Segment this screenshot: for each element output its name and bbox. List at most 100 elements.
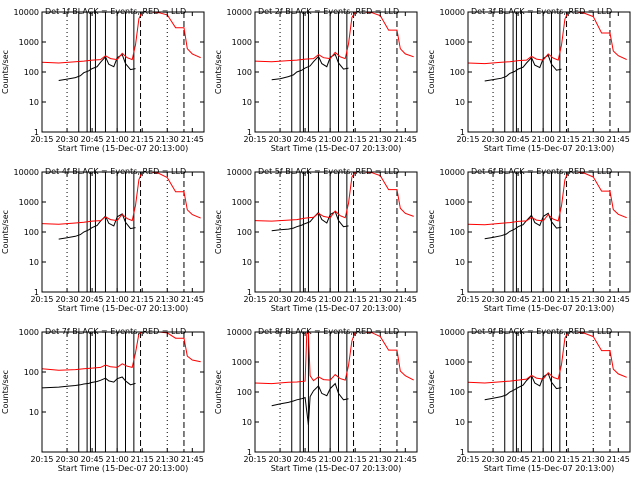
series-line-events bbox=[41, 376, 136, 389]
y-tick-label: 100 bbox=[237, 228, 252, 237]
x-tick-label: 20:30 bbox=[269, 455, 292, 464]
y-tick-label: 1 bbox=[247, 288, 252, 297]
chart-panel-7: 20:15 20:30 20:45 21:00 21:15 21:30 21:45 10 100… bbox=[1, 327, 205, 473]
y-axis-label: Counts/sec bbox=[214, 210, 223, 254]
plot-frame bbox=[467, 171, 631, 293]
y-axis-label: Counts/sec bbox=[427, 50, 436, 94]
y-tick-label: 10 bbox=[242, 258, 252, 267]
y-tick-label: 100 bbox=[24, 68, 39, 77]
chart-title: Det 4f BLACK = Events, RED = LLD bbox=[45, 167, 186, 176]
x-tick-label: 20:45 bbox=[507, 455, 530, 464]
y-tick-label: 10 bbox=[455, 98, 465, 107]
y-tick-label: 1000 bbox=[445, 198, 465, 207]
x-tick-label: 21:15 bbox=[557, 295, 580, 304]
y-tick-label: 10 bbox=[29, 98, 39, 107]
series-line-lld bbox=[254, 171, 414, 222]
x-tick-label: 20:30 bbox=[269, 135, 292, 144]
x-tick-label: 20:30 bbox=[56, 455, 79, 464]
x-tick-label: 20:30 bbox=[56, 135, 79, 144]
series-line-lld bbox=[254, 330, 414, 385]
series-line-events bbox=[484, 372, 562, 401]
x-tick-label: 21:45 bbox=[607, 455, 630, 464]
x-tick-label: 21:15 bbox=[344, 135, 367, 144]
y-tick-label: 1000 bbox=[19, 198, 39, 207]
y-tick-label: 10000 bbox=[440, 328, 465, 337]
x-tick-label: 20:45 bbox=[507, 295, 530, 304]
chart-panel-6: 20:15 20:30 20:45 21:00 21:15 21:30 21:45 1 10 10… bbox=[427, 167, 631, 313]
y-tick-label: 1000 bbox=[232, 358, 252, 367]
y-axis-label: Counts/sec bbox=[214, 50, 223, 94]
x-tick-label: 20:15 bbox=[243, 295, 266, 304]
x-tick-label: 21:00 bbox=[532, 135, 555, 144]
x-tick-label: 21:45 bbox=[394, 295, 417, 304]
y-tick-label: 100 bbox=[237, 68, 252, 77]
plot-frame bbox=[41, 331, 205, 453]
chart-panel-9: 20:15 20:30 20:45 21:00 21:15 21:30 21:45 1 10 10… bbox=[427, 327, 631, 473]
x-tick-label: 21:45 bbox=[394, 135, 417, 144]
x-tick-label: 20:30 bbox=[482, 135, 505, 144]
x-axis-label: Start Time (15-Dec-07 20:13:00) bbox=[484, 464, 615, 473]
plot-frame bbox=[41, 11, 205, 133]
y-tick-label: 10000 bbox=[440, 8, 465, 17]
x-tick-label: 20:45 bbox=[294, 295, 317, 304]
plot-frame bbox=[467, 331, 631, 453]
x-tick-label: 21:00 bbox=[532, 455, 555, 464]
x-tick-label: 21:15 bbox=[344, 455, 367, 464]
x-axis-label: Start Time (15-Dec-07 20:13:00) bbox=[58, 464, 189, 473]
y-tick-label: 1000 bbox=[445, 38, 465, 47]
y-tick-label: 10000 bbox=[227, 328, 252, 337]
y-tick-label: 10 bbox=[242, 418, 252, 427]
series-line-events bbox=[271, 53, 349, 81]
y-tick-label: 1 bbox=[247, 128, 252, 137]
chart-title: Det 7f BLACK = Events, RED = LLD bbox=[45, 327, 186, 336]
y-tick-label: 1 bbox=[460, 128, 465, 137]
chart-title: Det 6f BLACK = Events, RED = LLD bbox=[471, 167, 612, 176]
series-line-events bbox=[58, 213, 136, 240]
y-tick-label: 1000 bbox=[232, 198, 252, 207]
x-tick-label: 20:45 bbox=[81, 455, 104, 464]
y-tick-label: 100 bbox=[450, 68, 465, 77]
chart-panel-5: 20:15 20:30 20:45 21:00 21:15 21:30 21:45 1 10 10… bbox=[214, 167, 418, 313]
series-line-events bbox=[271, 382, 349, 425]
series-line-events bbox=[484, 54, 562, 82]
x-tick-label: 20:15 bbox=[243, 455, 266, 464]
y-tick-label: 10 bbox=[29, 258, 39, 267]
y-tick-label: 1 bbox=[247, 448, 252, 457]
series-line-lld bbox=[467, 171, 627, 226]
x-tick-label: 21:30 bbox=[369, 455, 392, 464]
y-tick-label: 1 bbox=[460, 288, 465, 297]
x-tick-label: 21:30 bbox=[156, 135, 179, 144]
x-tick-label: 20:15 bbox=[30, 455, 53, 464]
series-line-lld bbox=[41, 11, 201, 64]
x-tick-label: 20:15 bbox=[243, 135, 266, 144]
x-tick-label: 21:30 bbox=[156, 295, 179, 304]
x-tick-label: 21:15 bbox=[344, 295, 367, 304]
x-tick-label: 21:15 bbox=[131, 295, 154, 304]
y-tick-label: 100 bbox=[24, 228, 39, 237]
x-tick-label: 21:00 bbox=[106, 455, 129, 464]
y-tick-label: 1000 bbox=[19, 328, 39, 337]
y-tick-label: 10000 bbox=[227, 8, 252, 17]
y-tick-label: 1 bbox=[34, 128, 39, 137]
x-tick-label: 21:00 bbox=[532, 295, 555, 304]
x-tick-label: 21:15 bbox=[131, 455, 154, 464]
chart-title: Det 8f BLACK = Events, RED = LLD bbox=[258, 327, 399, 336]
x-tick-label: 20:45 bbox=[294, 455, 317, 464]
y-axis-label: Counts/sec bbox=[1, 210, 10, 254]
x-axis-label: Start Time (15-Dec-07 20:13:00) bbox=[58, 304, 189, 313]
y-tick-label: 10000 bbox=[227, 168, 252, 177]
y-tick-label: 1 bbox=[460, 448, 465, 457]
y-tick-label: 10 bbox=[29, 408, 39, 417]
chart-title: Det 2f BLACK = Events, RED = LLD bbox=[258, 7, 399, 16]
x-tick-label: 21:15 bbox=[557, 455, 580, 464]
x-tick-label: 21:00 bbox=[319, 455, 342, 464]
x-tick-label: 20:30 bbox=[269, 295, 292, 304]
plot-frame bbox=[467, 11, 631, 133]
x-tick-label: 20:45 bbox=[507, 135, 530, 144]
series-line-events bbox=[271, 210, 349, 232]
x-tick-label: 21:45 bbox=[607, 135, 630, 144]
plot-frame bbox=[41, 171, 205, 293]
x-tick-label: 20:30 bbox=[56, 295, 79, 304]
x-tick-label: 20:15 bbox=[30, 295, 53, 304]
